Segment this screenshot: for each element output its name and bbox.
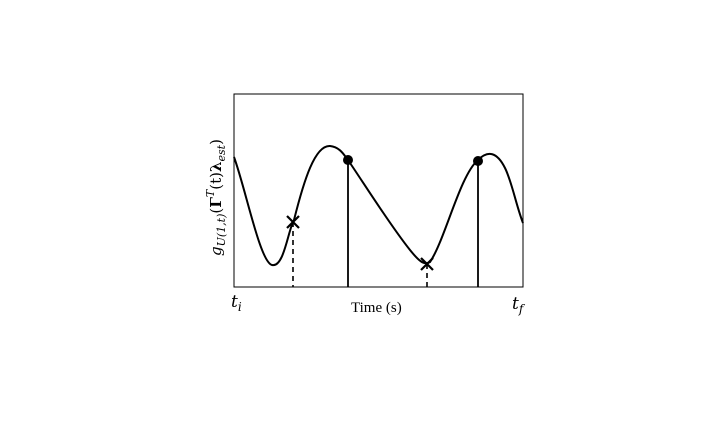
plot-frame	[233, 93, 524, 288]
x-end-label: tf	[512, 294, 524, 316]
circle-marker-2	[473, 156, 483, 166]
cross-marker-2	[420, 257, 434, 271]
y-axis-label: gU(1,t)(ΓT(t)λest)	[204, 139, 228, 256]
circle-marker-1	[343, 155, 353, 165]
x-start-label: ti	[231, 292, 242, 314]
signal-curve	[233, 144, 524, 266]
x-axis-label: Time (s)	[351, 300, 402, 316]
cross-marker-1	[286, 215, 300, 229]
